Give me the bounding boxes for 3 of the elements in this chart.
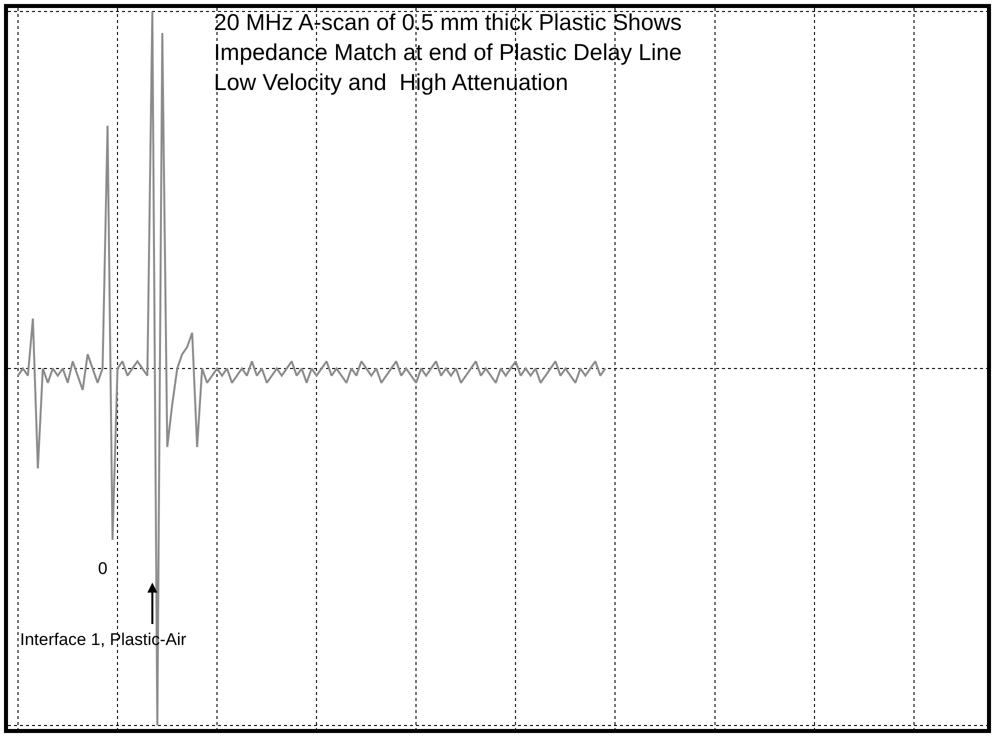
annotation: 0 [98, 559, 108, 578]
annotation: Interface 1, Plastic-Air [20, 630, 187, 649]
text: 20 MHz A-scan of 0.5 mm thick Plastic Shows Impedance Match at end of Plastic Delay Line Low Velocity and High Attenuation [214, 8, 682, 95]
